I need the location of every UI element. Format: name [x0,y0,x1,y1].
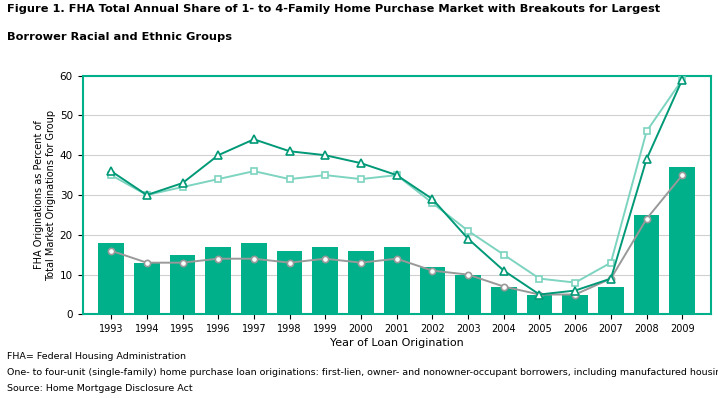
Bar [205,247,231,314]
Bar [276,251,302,314]
Bar [134,263,159,314]
Text: Source: Home Mortgage Disclosure Act: Source: Home Mortgage Disclosure Act [7,384,193,393]
Text: Figure 1. FHA Total Annual Share of 1- to 4-Family Home Purchase Market with Bre: Figure 1. FHA Total Annual Share of 1- t… [7,4,661,14]
X-axis label: Year of Loan Origination: Year of Loan Origination [330,338,464,348]
Bar [598,287,624,314]
Bar [312,247,338,314]
Y-axis label: FHA Originations as Percent of
Total Market Originations for Group: FHA Originations as Percent of Total Mar… [34,109,55,281]
Text: FHA= Federal Housing Administration: FHA= Federal Housing Administration [7,352,186,361]
Bar [98,243,124,314]
Bar [348,251,374,314]
Bar [634,215,659,314]
Text: Borrower Racial and Ethnic Groups: Borrower Racial and Ethnic Groups [7,32,232,42]
Bar [562,295,588,314]
Bar [241,243,267,314]
Text: One- to four-unit (single-family) home purchase loan originations: first-lien, o: One- to four-unit (single-family) home p… [7,368,718,377]
Bar [526,295,552,314]
Bar [169,255,195,314]
Bar [455,275,481,314]
Bar [669,167,695,314]
Bar [384,247,409,314]
Bar [491,287,517,314]
Bar [419,267,445,314]
